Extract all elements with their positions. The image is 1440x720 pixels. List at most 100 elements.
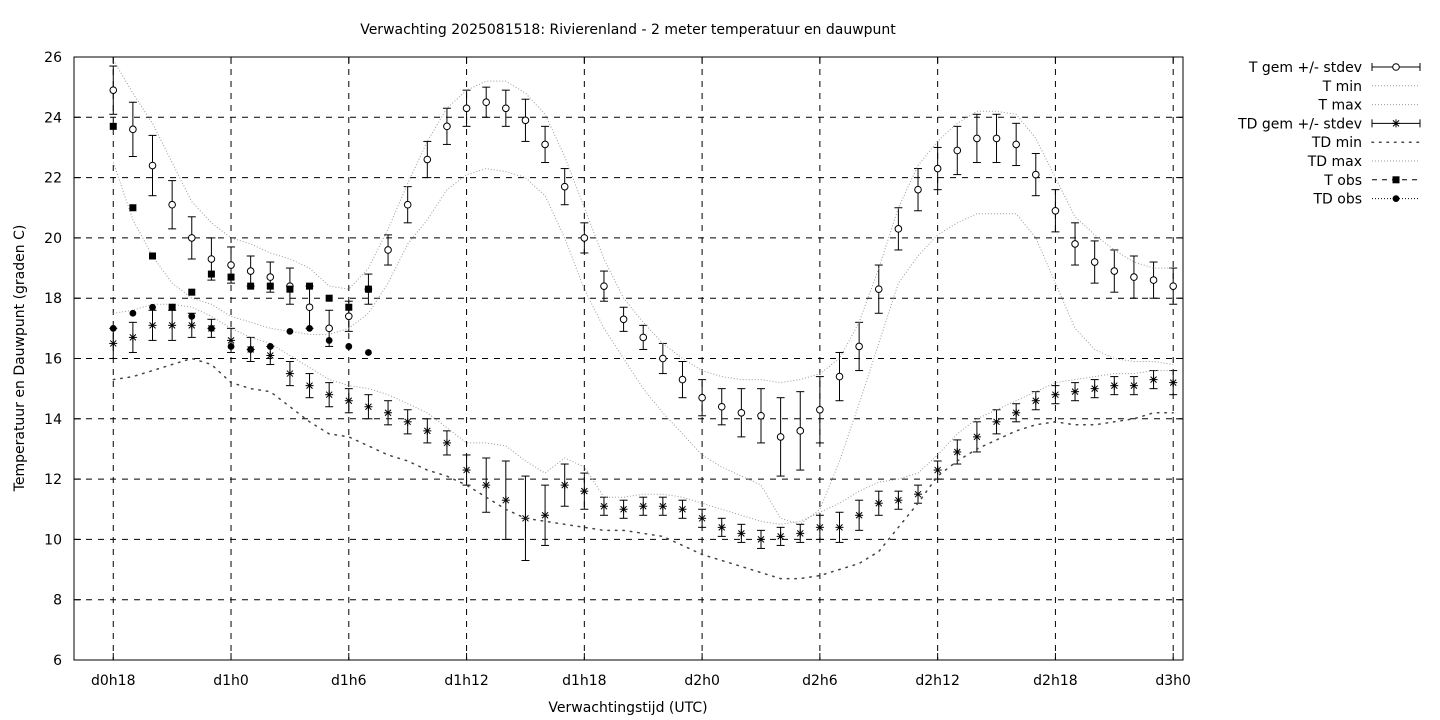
data-point — [227, 273, 235, 281]
data-point — [207, 255, 216, 263]
data-point — [1012, 140, 1020, 149]
data-point — [247, 346, 255, 353]
data-point — [1169, 282, 1177, 290]
data-point — [1149, 276, 1158, 284]
data-point — [639, 333, 648, 342]
data-point — [266, 351, 275, 360]
legend-item-t-max: T max — [1317, 98, 1420, 114]
data-point — [815, 523, 824, 532]
data-point — [365, 349, 372, 356]
data-point — [266, 343, 274, 350]
data-point — [698, 393, 706, 402]
data-point — [227, 261, 235, 269]
legend-item-td-max: TD max — [1307, 154, 1420, 170]
data-point — [129, 204, 137, 212]
data-point — [384, 246, 392, 254]
data-point — [855, 342, 863, 351]
data-point — [364, 285, 372, 293]
data-point — [953, 447, 962, 456]
data-point — [286, 285, 294, 293]
data-point — [1130, 273, 1138, 281]
data-point — [1090, 384, 1099, 393]
axis-ticks: 6 8 10 12 14 16 18 20 22 24 26 d0h18 d1h0 d1h6 d1h12 d1… — [44, 50, 1191, 689]
chart-title: Verwachting 2025081518: Rivierenland - 2… — [360, 22, 896, 38]
data-point — [1071, 387, 1080, 396]
data-point — [717, 523, 726, 532]
data-point — [305, 381, 314, 390]
data-point — [619, 505, 628, 514]
data-point — [894, 225, 903, 233]
legend-marker — [1392, 195, 1400, 203]
y-tick-label: 6 — [53, 653, 62, 669]
x-tick-label: d2h0 — [684, 673, 720, 689]
data-point — [541, 140, 549, 149]
data-point — [462, 104, 471, 113]
legend-label: T obs — [1323, 173, 1362, 189]
legend-label: T min — [1322, 79, 1362, 95]
data-point — [874, 499, 883, 508]
legend-marker — [1392, 176, 1400, 184]
x-tick-label: d1h12 — [444, 673, 488, 689]
data-point — [599, 502, 608, 511]
legend-label: T max — [1317, 98, 1362, 114]
data-point — [757, 411, 765, 420]
legend-item-t-obs: T obs — [1323, 173, 1420, 189]
data-point — [1031, 396, 1040, 405]
data-point — [1129, 381, 1138, 390]
data-point — [188, 312, 196, 320]
data-point — [325, 294, 333, 302]
data-point — [600, 282, 608, 290]
data-point — [855, 511, 864, 520]
data-point — [266, 282, 274, 290]
y-tick-label: 10 — [44, 532, 62, 548]
y-tick-label: 12 — [44, 472, 62, 488]
data-point — [168, 303, 176, 311]
legend-item-t-min: T min — [1322, 79, 1420, 95]
data-point — [835, 372, 844, 381]
series-line — [112, 357, 1174, 580]
data-point — [933, 164, 942, 173]
data-point — [109, 324, 117, 332]
data-point — [580, 487, 589, 496]
data-point — [796, 427, 805, 435]
data-point — [698, 514, 707, 523]
data-point — [678, 375, 687, 384]
data-point — [129, 125, 137, 134]
data-point — [246, 267, 255, 275]
data-point — [501, 496, 510, 505]
data-point — [149, 252, 157, 260]
y-tick-label: 8 — [53, 593, 62, 609]
data-point — [403, 200, 412, 209]
y-axis-label: Temperatuur en Dauwpunt (graden C) — [12, 225, 28, 493]
data-point — [992, 417, 1001, 426]
data-point — [149, 303, 156, 311]
data-point — [717, 402, 726, 411]
series-td-obs — [109, 303, 372, 356]
data-point — [148, 321, 157, 330]
data-point — [109, 86, 118, 94]
legend-label: TD gem +/- stdev — [1237, 116, 1362, 132]
data-point — [345, 303, 353, 311]
data-point — [286, 327, 294, 335]
y-tick-label: 18 — [44, 291, 62, 307]
data-point — [1169, 378, 1178, 387]
data-point — [148, 161, 157, 170]
data-point — [580, 234, 589, 242]
data-point — [168, 200, 176, 209]
data-point — [796, 529, 805, 538]
data-point — [816, 405, 824, 414]
data-point — [1090, 258, 1099, 266]
data-point — [835, 523, 844, 532]
legend: T gem +/- stdev T min T max TD gem +/- stde… — [1237, 60, 1421, 208]
series-layer — [109, 59, 1178, 580]
data-point — [639, 502, 648, 511]
data-point — [756, 535, 765, 544]
data-point — [109, 339, 118, 348]
legend-item-td-obs: TD obs — [1312, 192, 1420, 208]
data-point — [325, 337, 333, 344]
series-t-gem-stdev — [109, 65, 1178, 477]
data-point — [442, 438, 451, 447]
data-point — [560, 481, 569, 490]
data-point — [129, 309, 137, 317]
